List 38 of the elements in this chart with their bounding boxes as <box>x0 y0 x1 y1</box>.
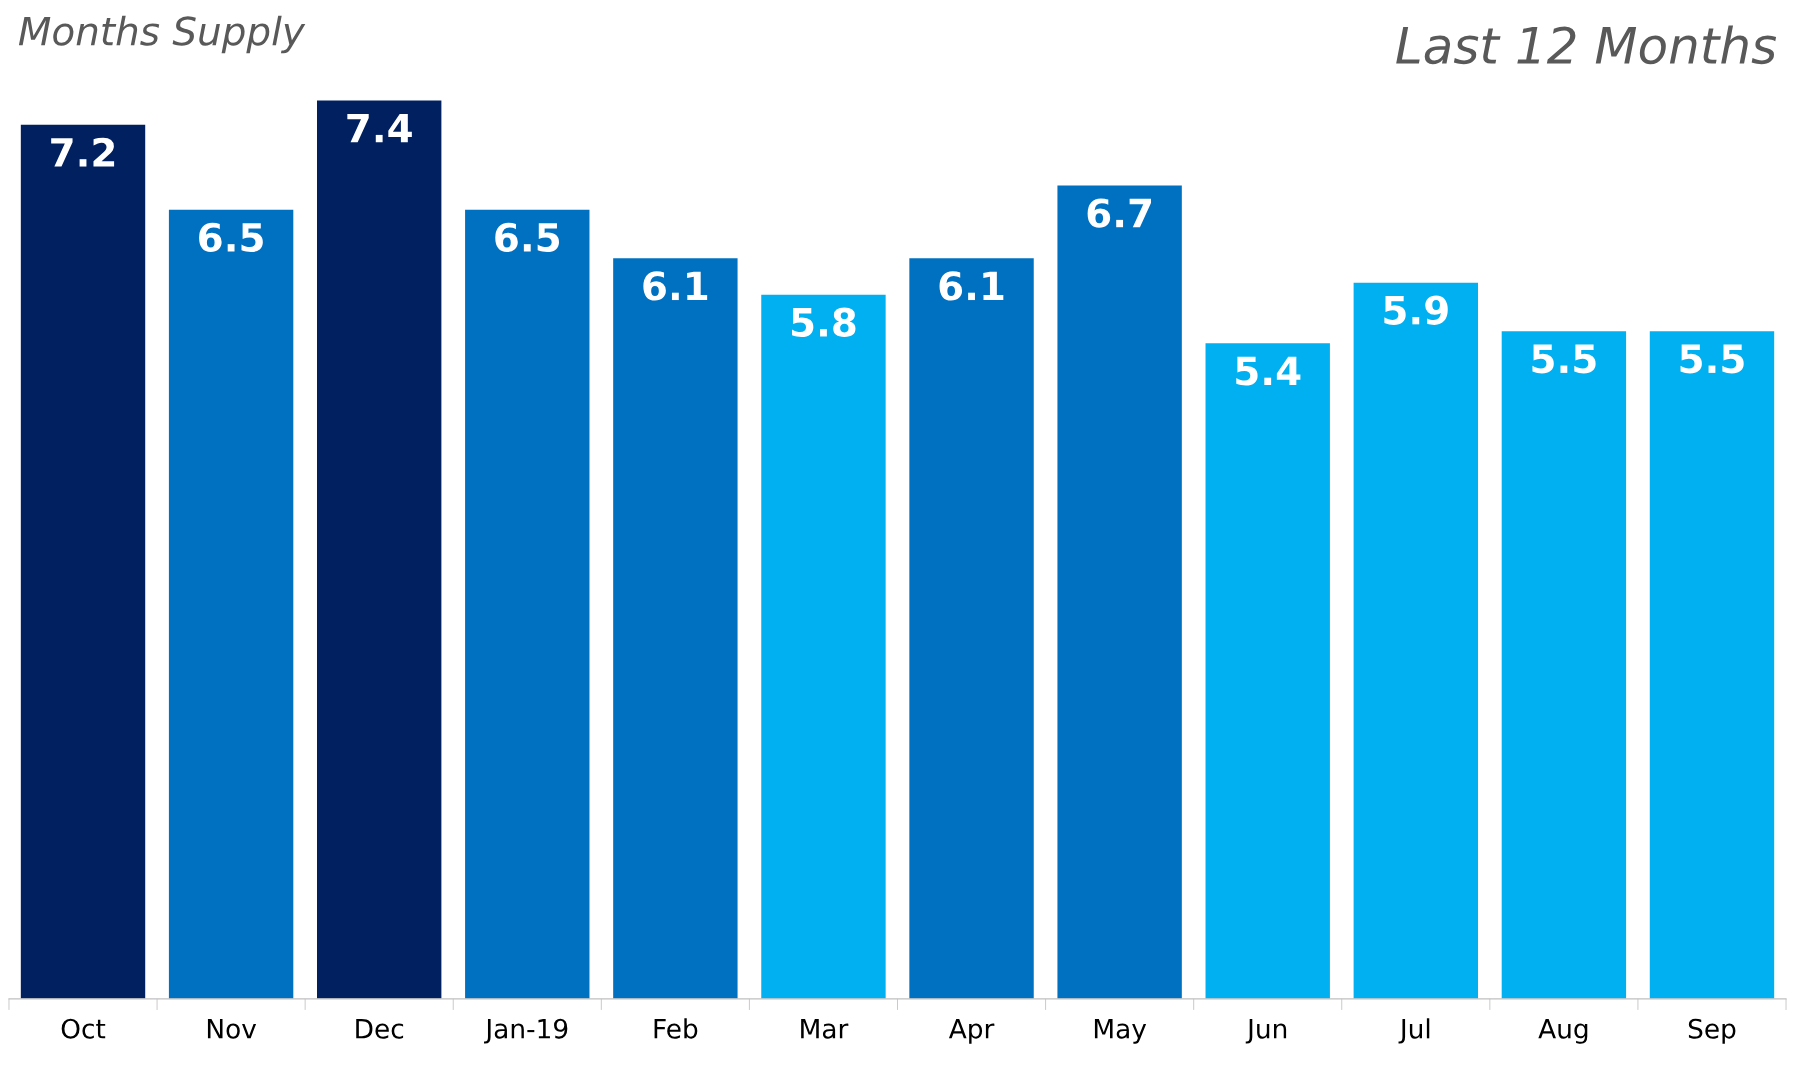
data-label: 5.5 <box>1680 344 1744 374</box>
bar <box>317 100 442 999</box>
data-label: 6.5 <box>199 222 263 253</box>
x-tick-label: Jan-19 <box>484 1018 568 1044</box>
bar <box>1205 343 1330 999</box>
x-tick-label: May <box>1094 1019 1147 1044</box>
x-tick-label: Dec <box>356 1019 404 1039</box>
x-tick-label: Nov <box>207 1019 257 1039</box>
data-label: 7.4 <box>347 113 412 143</box>
x-tick-label: Sep <box>1688 1018 1736 1044</box>
data-label: 6.1 <box>643 271 708 301</box>
bar <box>168 209 294 999</box>
data-label: 7.2 <box>51 137 115 167</box>
bar <box>761 294 886 999</box>
data-label: 5.8 <box>792 307 856 338</box>
text: Months Supply <box>18 15 306 54</box>
bar <box>1353 282 1478 999</box>
data-label: 5.5 <box>1532 344 1596 374</box>
bar <box>1501 331 1627 999</box>
chart-title: Last 12 Months <box>1396 25 1777 65</box>
data-label: 5.9 <box>1384 295 1448 325</box>
x-tick-label: Feb <box>654 1018 698 1039</box>
bar <box>465 209 590 999</box>
x-tick-label: Jun <box>1245 1019 1287 1044</box>
x-tick-label: Mar <box>801 1019 849 1039</box>
data-label: 6.1 <box>939 271 1004 301</box>
bar <box>909 258 1034 999</box>
data-label: 5.4 <box>1236 356 1301 386</box>
data-label: 6.5 <box>495 222 560 253</box>
x-tick-label: Aug <box>1538 1019 1588 1044</box>
bar <box>1649 331 1775 999</box>
bar <box>613 258 738 999</box>
x-tick-label: Oct <box>61 1018 106 1039</box>
bar <box>1057 185 1182 999</box>
x-tick-label: Apr <box>948 1019 995 1044</box>
bar <box>20 124 146 999</box>
x-tick-label: Jul <box>1398 1018 1430 1044</box>
data-label: 6.7 <box>1087 198 1151 228</box>
